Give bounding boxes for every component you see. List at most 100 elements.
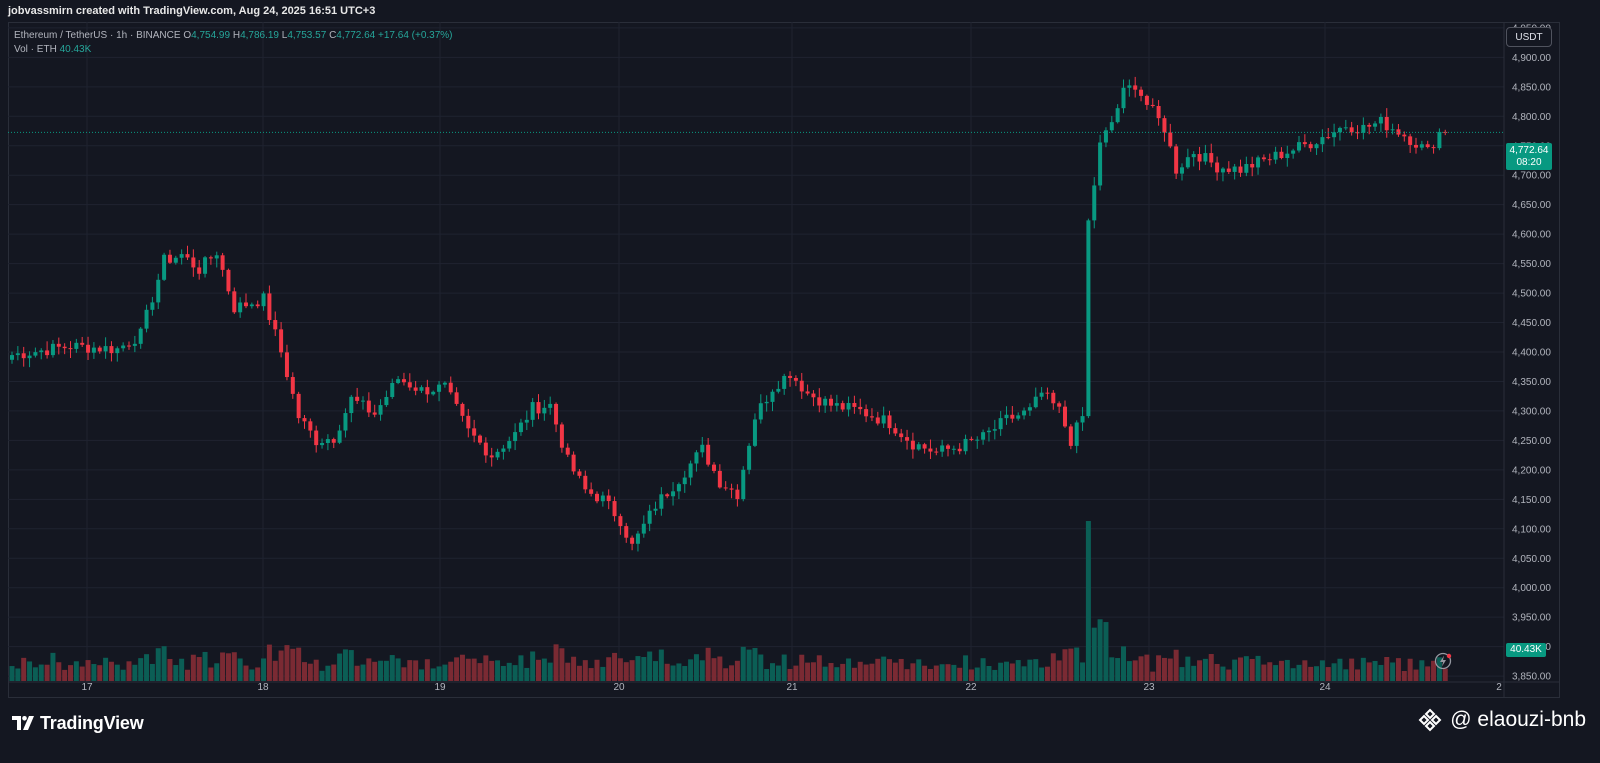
volume-bar [764,669,770,681]
volume-bar [1074,647,1080,681]
y-axis-tick-label: 4,100.00 [1512,524,1551,535]
volume-bar [1419,660,1425,681]
volume-bar [1442,668,1448,681]
volume-bar [822,666,828,681]
candle-body [542,407,547,414]
volume-bar [922,665,928,681]
candle-body [197,267,202,274]
y-axis-tick-label: 3,950.00 [1512,613,1551,624]
currency-button[interactable]: USDT [1506,27,1552,47]
candle-body [97,347,102,352]
high-value: 4,786.19 [240,30,279,41]
x-axis-tick-label: 23 [1143,682,1155,693]
candle-body [396,379,401,383]
candle-body [1168,132,1173,147]
candle-body [290,377,295,394]
candle-body [747,445,752,470]
candle-body [1010,414,1015,419]
volume-bar [834,667,840,681]
candle-body [928,448,933,452]
candle-body [361,400,365,402]
candle-body [56,343,61,347]
candle-body [384,396,389,406]
volume-bar [524,667,530,681]
volume-bar [653,661,658,681]
candle-body [1373,123,1378,127]
candle-body [308,421,313,431]
candle-body [284,352,289,378]
candle-body [741,469,746,500]
volume-bar [220,652,226,681]
volume-bar [1039,667,1045,681]
y-axis-tick-label: 3,850.00 [1512,672,1551,683]
alert-lightning-icon[interactable] [1434,652,1452,670]
volume-bar [781,654,787,681]
volume-bar [471,658,477,681]
y-axis-tick-label: 4,000.00 [1512,583,1551,594]
volume-bar [559,648,565,681]
volume-bar [1232,659,1238,681]
volume-bar [1337,658,1343,681]
candle-body [62,346,67,349]
candle-body [1063,406,1067,427]
candlestick-chart[interactable]: 3,850.003,900.003,950.004,000.004,050.00… [8,22,1560,698]
candle-body [864,409,869,417]
candle-body [33,352,38,356]
candle-body [805,391,810,394]
candle-body [1027,407,1032,411]
volume-bar [155,648,161,681]
candle-body [717,470,722,488]
x-axis-tick-label: 18 [257,682,269,693]
volume-bar [1004,661,1009,681]
candle-body [320,442,325,446]
volume-bar [477,663,483,681]
candle-body [1039,392,1044,397]
volume-bar [518,655,524,681]
candle-body [770,391,775,402]
volume-bar [957,667,963,681]
tradingview-logo[interactable]: TradingView [12,712,144,734]
candle-body [279,329,284,353]
volume-bar [869,663,875,681]
candle-body [981,432,986,440]
volume-bar [1436,657,1442,681]
candle-body [1139,89,1144,96]
volume-bar [1296,664,1302,681]
volume-label[interactable]: Vol · ETH [14,44,57,55]
volume-bar [1091,627,1097,681]
candle-body [922,444,927,449]
candle-body [1068,426,1073,446]
candle-body [1022,410,1027,416]
volume-bar [1132,660,1138,681]
candle-body [1209,153,1214,163]
candle-body [1332,132,1337,138]
volume-bar [108,661,114,681]
candle-body [1314,144,1319,149]
candle-body [185,254,190,258]
last-price-tag: 4,772.64 08:20 [1506,143,1552,170]
volume-bar [840,663,846,681]
volume-bar [261,658,267,681]
volume-bar [758,654,764,681]
candle-body [501,448,506,452]
candle-body [1080,416,1085,423]
volume-bar [980,658,986,681]
candle-body [495,451,500,458]
candle-body [1437,131,1442,149]
volume-bar [945,664,951,681]
candle-body [132,343,137,346]
x-axis-tick-label: 24 [1319,682,1331,693]
candle-body [115,348,120,354]
symbol-title[interactable]: Ethereum / TetherUS · 1h · BINANCE [14,30,181,41]
candle-body [1092,185,1097,221]
volume-bar [565,662,571,681]
volume-bar [992,669,998,681]
candle-body [1349,127,1354,133]
volume-bar [1121,646,1126,681]
volume-bar [629,660,635,681]
candle-body [478,435,482,443]
handle-text: @ elaouzi-bnb [1450,708,1586,731]
candle-body [144,309,149,329]
volume-bar [120,669,126,681]
volume-bar [887,659,892,681]
